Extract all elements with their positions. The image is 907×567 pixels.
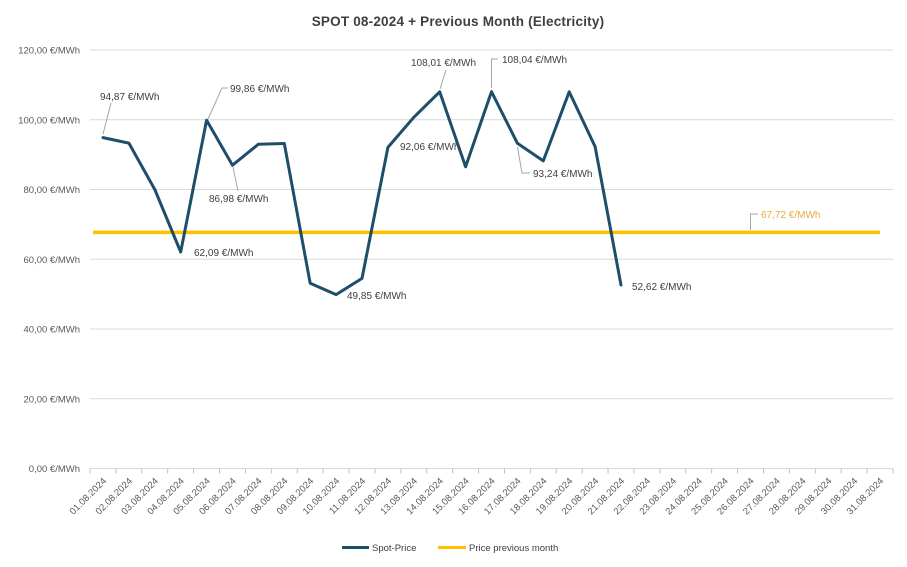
- y-axis: 0,00 €/MWh 20,00 €/MWh 40,00 €/MWh 60,00 €/…: [18, 46, 80, 476]
- annotation-label: 86,98 €/MWh: [209, 194, 268, 205]
- annotation-label: 49,85 €/MWh: [347, 291, 406, 302]
- annotation-label: 62,09 €/MWh: [194, 248, 253, 259]
- annotation-label: 67,72 €/MWh: [761, 210, 820, 221]
- y-tick-label: 120,00 €/MWh: [18, 46, 80, 57]
- x-axis: 01.08.202402.08.202403.08.202404.08.2024…: [68, 468, 894, 517]
- chart-legend: Spot-Price Price previous month: [342, 543, 558, 554]
- annotation-label: 99,86 €/MWh: [230, 84, 289, 95]
- y-tick-label: 80,00 €/MWh: [24, 185, 81, 196]
- legend-previous-month-label: Price previous month: [469, 543, 558, 554]
- annotation-leader: [750, 213, 758, 230]
- annotation-leader: [517, 146, 530, 174]
- plot-area: 0,00 €/MWh 20,00 €/MWh 40,00 €/MWh 60,00 €/…: [18, 46, 894, 517]
- annotations: 94,87 €/MWh 99,86 €/MWh 86,98 €/MWh 62,09 €…: [100, 55, 820, 302]
- spot-price-line: [101, 90, 623, 297]
- annotation-label: 52,62 €/MWh: [632, 282, 691, 293]
- y-tick-label: 20,00 €/MWh: [24, 394, 81, 405]
- annotation-leader: [491, 58, 498, 88]
- annotation-label: 92,06 €/MWh: [400, 142, 459, 153]
- annotation-label: 93,24 €/MWh: [533, 169, 592, 180]
- annotation-leader: [439, 69, 447, 90]
- annotation-leader: [207, 87, 228, 120]
- annotation-label: 108,04 €/MWh: [502, 55, 567, 66]
- annotation-leader: [232, 166, 239, 192]
- chart-title: SPOT 08-2024 + Previous Month (Electrici…: [312, 14, 605, 29]
- y-tick-label: 40,00 €/MWh: [24, 325, 81, 336]
- annotation-label: 94,87 €/MWh: [100, 92, 159, 103]
- y-tick-label: 60,00 €/MWh: [24, 255, 81, 266]
- annotation-label: 108,01 €/MWh: [411, 58, 476, 69]
- y-tick-label: 0,00 €/MWh: [29, 464, 80, 475]
- legend-spot-price-label: Spot-Price: [372, 543, 416, 554]
- annotation-leader: [102, 102, 112, 135]
- y-tick-label: 100,00 €/MWh: [18, 115, 80, 126]
- gridlines: [90, 49, 893, 469]
